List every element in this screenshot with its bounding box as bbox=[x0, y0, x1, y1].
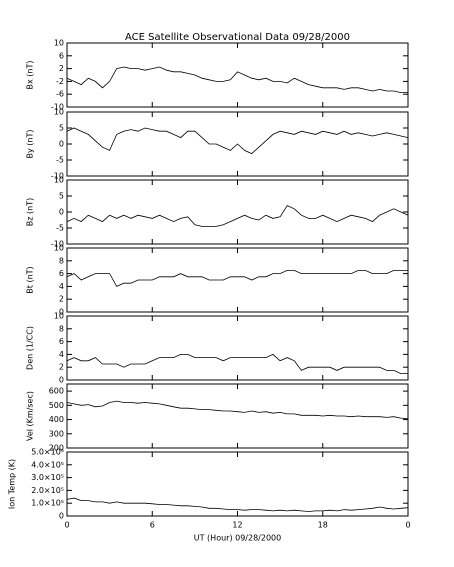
y-tick-label: 8 bbox=[59, 324, 64, 333]
y-tick-label: -10 bbox=[51, 103, 64, 112]
y-tick-label: 1.0×10⁵ bbox=[31, 499, 64, 508]
data-line bbox=[66, 353, 408, 374]
plot-frame bbox=[66, 247, 409, 313]
y-tick-label: 10 bbox=[54, 244, 64, 253]
y-tick-label: 0 bbox=[59, 208, 64, 217]
y-tick-label: 10 bbox=[54, 312, 64, 321]
y-tick-label: 0 bbox=[59, 308, 64, 317]
y-tick-label: 8 bbox=[59, 256, 64, 265]
y-axis-label: Ion Temp (K) bbox=[8, 459, 17, 509]
y-tick-label: 2 bbox=[59, 363, 64, 372]
y-axis-label: Den (1/CC) bbox=[26, 326, 35, 370]
y-axis-label: Vel (Km/sec) bbox=[26, 391, 35, 441]
y-tick-label: 6 bbox=[59, 269, 64, 278]
y-tick-label: 400 bbox=[49, 415, 64, 424]
y-tick-label: 10 bbox=[54, 39, 64, 48]
y-tick-label: 5 bbox=[59, 124, 64, 133]
x-tick-label: 12 bbox=[232, 521, 242, 530]
y-tick-label: -6 bbox=[56, 90, 64, 99]
y-tick-label: 600 bbox=[49, 387, 64, 396]
y-tick-label: 2 bbox=[59, 295, 64, 304]
y-tick-label: 200 bbox=[49, 444, 64, 453]
y-tick-label: 2.0×10⁵ bbox=[31, 486, 64, 495]
y-tick-label: 10 bbox=[54, 108, 64, 117]
y-tick-label: -2 bbox=[56, 77, 64, 86]
y-tick-label: -10 bbox=[51, 172, 64, 181]
plot-frame bbox=[66, 315, 409, 381]
y-axis-label: By (nT) bbox=[26, 130, 35, 159]
y-tick-label: 3.0×10⁵ bbox=[31, 473, 64, 482]
y-tick-label: -5 bbox=[56, 156, 64, 165]
data-line bbox=[66, 127, 409, 155]
y-tick-label: 2 bbox=[59, 64, 64, 73]
y-tick-label: 5 bbox=[59, 192, 64, 201]
x-tick-label: 6 bbox=[150, 521, 155, 530]
chart-title: ACE Satellite Observational Data 09/28/2… bbox=[125, 32, 350, 43]
y-tick-label: 4 bbox=[59, 282, 64, 291]
x-axis-label: UT (Hour) 09/28/2000 bbox=[194, 534, 281, 543]
data-line bbox=[66, 400, 409, 420]
y-tick-label: 0 bbox=[59, 376, 64, 385]
y-axis-label: Bz (nT) bbox=[26, 198, 35, 226]
data-line bbox=[66, 205, 409, 227]
y-tick-label: -10 bbox=[51, 240, 64, 249]
y-tick-label: 6 bbox=[59, 51, 64, 60]
plot-frame bbox=[66, 179, 409, 245]
plot-frame bbox=[66, 42, 409, 108]
data-line bbox=[66, 66, 408, 93]
y-tick-label: 0 bbox=[59, 140, 64, 149]
y-axis-label: Bt (nT) bbox=[26, 266, 35, 293]
y-axis-label: Bx (nT) bbox=[26, 61, 35, 90]
y-tick-label: 6 bbox=[59, 337, 64, 346]
y-tick-label: 5.0×10⁵ bbox=[31, 448, 64, 457]
data-line bbox=[66, 270, 408, 287]
y-tick-label: 10 bbox=[54, 176, 64, 185]
y-tick-label: 4.0×10⁵ bbox=[31, 460, 64, 469]
x-tick-label: 18 bbox=[318, 521, 328, 530]
y-tick-label: 500 bbox=[49, 401, 64, 410]
x-tick-label: 0 bbox=[64, 521, 69, 530]
y-tick-label: 300 bbox=[49, 429, 64, 438]
y-tick-label: 0 bbox=[59, 512, 64, 521]
data-line bbox=[66, 497, 409, 512]
x-tick-label: 0 bbox=[405, 521, 410, 530]
y-tick-label: 4 bbox=[59, 350, 64, 359]
plot-frame bbox=[66, 451, 409, 517]
y-tick-label: -5 bbox=[56, 224, 64, 233]
